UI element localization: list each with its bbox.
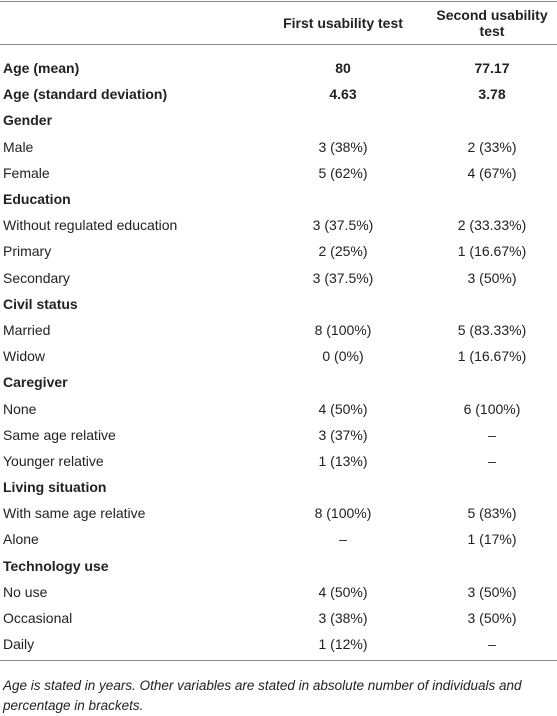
- cell: –: [339, 531, 347, 548]
- cell: 3.78: [478, 86, 506, 103]
- cell: 1 (13%): [318, 452, 368, 469]
- row-label: Primary: [3, 243, 52, 260]
- cell: 1 (16.67%): [457, 348, 527, 365]
- row-label: With same age relative: [3, 505, 146, 522]
- row-label: Living situation: [3, 479, 107, 496]
- cell: –: [488, 636, 496, 653]
- cell: 3 (37%): [318, 426, 368, 443]
- cell: 4 (67%): [467, 164, 517, 181]
- table-row: Age (mean) 80 77.17: [0, 55, 557, 81]
- cell: –: [488, 426, 496, 443]
- section-row: Living situation: [0, 474, 557, 500]
- table-row: Primary 2 (25%) 1 (16.67%): [0, 238, 557, 264]
- header-cell: First usability test: [283, 15, 403, 31]
- cell: 5 (62%): [318, 164, 368, 181]
- table-row: Occasional 3 (38%) 3 (50%): [0, 605, 557, 631]
- cell: 3 (37.5%): [312, 217, 374, 234]
- cell: 5 (83%): [467, 505, 517, 522]
- cell: 2 (33.33%): [457, 217, 527, 234]
- row-label: Secondary: [3, 269, 70, 286]
- table-row: Younger relative 1 (13%) –: [0, 448, 557, 474]
- cell: 6 (100%): [463, 400, 521, 417]
- table-row: Married 8 (100%) 5 (83.33%): [0, 317, 557, 343]
- table-row: Without regulated education 3 (37.5%) 2 (3…: [0, 212, 557, 238]
- row-label: Civil status: [3, 295, 78, 312]
- table-row: With same age relative 8 (100%) 5 (83%): [0, 500, 557, 526]
- cell: 4.63: [329, 86, 357, 103]
- row-label: Education: [3, 191, 71, 208]
- cell: 8 (100%): [314, 321, 372, 338]
- table-row: Age (standard deviation) 4.63 3.78: [0, 81, 557, 107]
- table-row: None 4 (50%) 6 (100%): [0, 395, 557, 421]
- table-row: Widow 0 (0%) 1 (16.67%): [0, 343, 557, 369]
- row-label: Widow: [3, 348, 46, 365]
- cell: 3 (50%): [467, 610, 517, 627]
- table-body: Age (mean) 80 77.17 Age (standard deviation…: [0, 55, 557, 660]
- cell: 1 (16.67%): [457, 243, 527, 260]
- row-label: Daily: [3, 636, 35, 653]
- cell: 80: [335, 60, 351, 77]
- footnote: Age is stated in years. Other variables …: [3, 678, 522, 713]
- row-label: Age (mean): [3, 60, 80, 77]
- cell: 1 (12%): [318, 636, 368, 653]
- row-label: Gender: [3, 112, 53, 129]
- cell: 4 (50%): [318, 583, 368, 600]
- table-row: Female 5 (62%) 4 (67%): [0, 160, 557, 186]
- table-row: Daily 1 (12%) –: [0, 631, 557, 657]
- table-row: Same age relative 3 (37%) –: [0, 422, 557, 448]
- cell: 3 (38%): [318, 138, 368, 155]
- row-label: Age (standard deviation): [3, 86, 168, 103]
- cell: 8 (100%): [314, 505, 372, 522]
- cell: 3 (37.5%): [312, 269, 374, 286]
- cell: 0 (0%): [322, 348, 364, 365]
- row-label: Married: [3, 321, 51, 338]
- row-label: Occasional: [3, 610, 73, 627]
- table-header: First usability test Second usability te…: [0, 2, 557, 45]
- row-label: Male: [3, 138, 34, 155]
- row-label: No use: [3, 583, 48, 600]
- table: First usability test Second usability te…: [0, 1, 557, 662]
- cell: 4 (50%): [318, 400, 368, 417]
- section-row: Gender: [0, 107, 557, 133]
- table-row: Secondary 3 (37.5%) 3 (50%): [0, 265, 557, 291]
- table-row: No use 4 (50%) 3 (50%): [0, 579, 557, 605]
- table-row: Alone – 1 (17%): [0, 526, 557, 552]
- cell: 3 (50%): [467, 583, 517, 600]
- section-row: Civil status: [0, 291, 557, 317]
- header-cell: Second usability test: [436, 7, 548, 39]
- cell: –: [488, 452, 496, 469]
- cell: 3 (50%): [467, 269, 517, 286]
- row-label: Female: [3, 164, 50, 181]
- row-label: Without regulated education: [3, 217, 178, 234]
- cell: 2 (25%): [318, 243, 368, 260]
- cell: 77.17: [474, 60, 510, 77]
- cell: 3 (38%): [318, 610, 368, 627]
- section-row: Caregiver: [0, 369, 557, 395]
- cell: 5 (83.33%): [457, 321, 527, 338]
- row-label: Technology use: [3, 557, 109, 574]
- row-label: Caregiver: [3, 374, 68, 391]
- section-row: Education: [0, 186, 557, 212]
- cell: 2 (33%): [467, 138, 517, 155]
- row-label: None: [3, 400, 37, 417]
- section-row: Technology use: [0, 553, 557, 579]
- table-row: Male 3 (38%) 2 (33%): [0, 134, 557, 160]
- row-label: Younger relative: [3, 452, 104, 469]
- row-label: Same age relative: [3, 426, 116, 443]
- cell: 1 (17%): [467, 531, 517, 548]
- row-label: Alone: [3, 531, 39, 548]
